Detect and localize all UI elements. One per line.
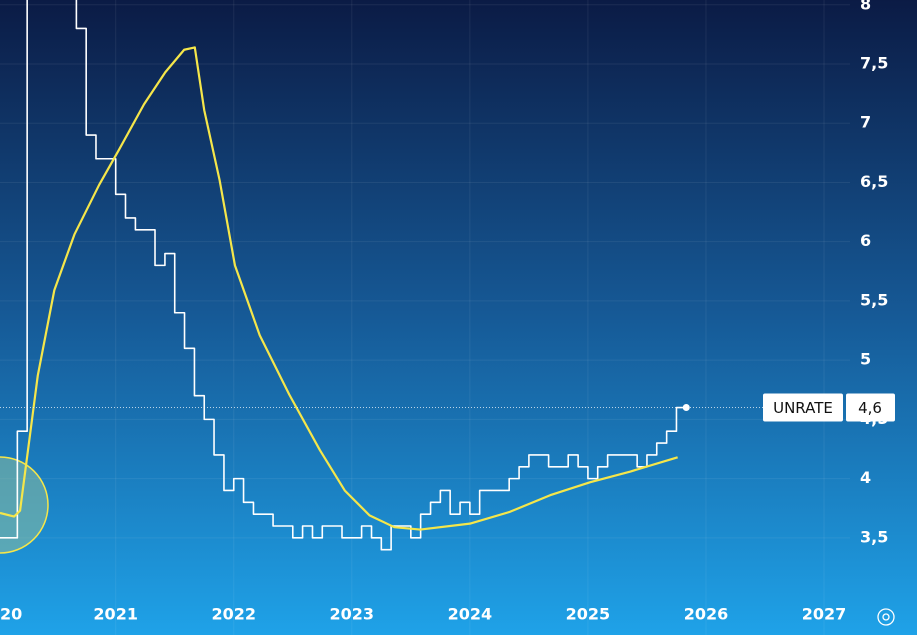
y-tick-label: 6 bbox=[860, 231, 871, 250]
x-tick-label: 2021 bbox=[93, 605, 138, 624]
value-label: 4,6 bbox=[858, 399, 882, 417]
last-point bbox=[682, 404, 690, 412]
x-tick-label: 2023 bbox=[330, 605, 375, 624]
y-tick-label: 7 bbox=[860, 113, 871, 132]
plot-area bbox=[0, 46, 678, 531]
y-tick-label: 7,5 bbox=[860, 53, 888, 72]
y-tick-label: 8 bbox=[860, 0, 871, 13]
y-tick-label: 6,5 bbox=[860, 172, 888, 191]
highlight-circle bbox=[0, 456, 49, 554]
name-box bbox=[763, 393, 843, 422]
x-tick-label: 2026 bbox=[684, 605, 729, 624]
x-tick-label: 2024 bbox=[448, 605, 493, 624]
smooth-line bbox=[0, 46, 678, 531]
x-tick-label: 2027 bbox=[802, 605, 847, 624]
y-tick-label: 3,5 bbox=[860, 527, 888, 546]
x-tick-label: 20 bbox=[0, 605, 22, 624]
x-tick-label: 2025 bbox=[566, 605, 611, 624]
y-tick-label: 4 bbox=[860, 468, 871, 487]
settings-icon[interactable] bbox=[877, 608, 895, 626]
grid bbox=[0, 0, 850, 635]
labels: 3,544,555,566,577,5820202120222023202420… bbox=[0, 0, 895, 624]
value-box bbox=[846, 393, 895, 422]
y-tick-label: 5 bbox=[860, 350, 871, 369]
series-name: UNRATE bbox=[773, 399, 833, 417]
y-tick-label: 5,5 bbox=[860, 290, 888, 309]
x-tick-label: 2022 bbox=[211, 605, 256, 624]
